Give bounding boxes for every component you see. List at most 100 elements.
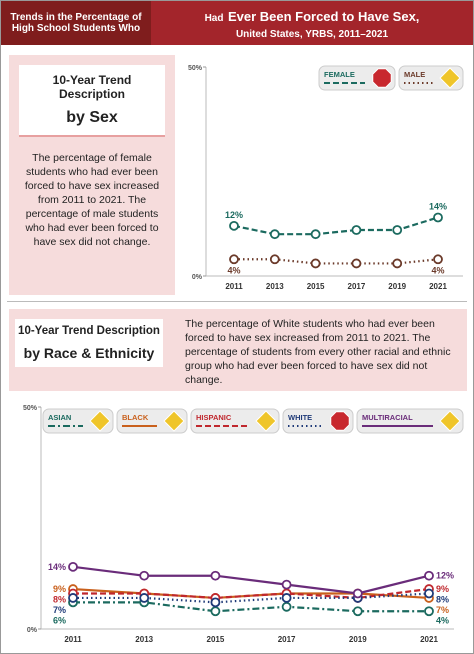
point [424, 606, 434, 617]
legend-item: MULTIRACIAL [356, 408, 464, 434]
value-label: 14% [429, 201, 447, 211]
legend-icon [255, 410, 277, 432]
x-tick-label: 2015 [207, 635, 225, 644]
legend-label: FEMALE [324, 70, 355, 79]
legend-icon [330, 411, 350, 431]
point [210, 606, 221, 617]
point [210, 570, 221, 581]
legend-icon [372, 68, 392, 88]
point [229, 254, 239, 265]
value-label: 4% [431, 265, 444, 275]
section-label: 10-Year Trend Description [52, 73, 132, 101]
value-label: 6% [53, 616, 66, 626]
point [392, 258, 403, 269]
legend-badge [190, 408, 280, 434]
value-label: 14% [48, 562, 66, 572]
point [269, 229, 280, 240]
legend-label: BLACK [122, 413, 149, 422]
divider [7, 301, 467, 302]
chart: 0% 50% 2011 2013 2015 2017 2019 2021 12% 14% 4% 4% M… [188, 65, 464, 291]
x-tick-label: 2013 [266, 282, 284, 291]
section-text: The percentage of White students who had… [185, 318, 451, 386]
legend-item: BLACK [116, 408, 188, 434]
section-panel: 10-Year Trend Description by Sex The per… [9, 55, 175, 295]
value-label: 8% [436, 595, 449, 605]
value-label: 8% [53, 595, 66, 605]
point [433, 212, 443, 223]
point [352, 588, 363, 599]
legend-item: WHITE [282, 408, 354, 434]
x-tick-label: 2015 [307, 282, 325, 291]
series-line [234, 258, 439, 265]
value-label: 4% [436, 616, 449, 626]
value-label: 4% [227, 265, 240, 275]
point [351, 258, 362, 269]
legend-item: ASIAN [42, 408, 114, 434]
legend-icon [89, 410, 111, 432]
x-tick-label: 2013 [135, 635, 153, 644]
point [229, 220, 239, 231]
legend-icon [163, 410, 185, 432]
point [352, 606, 363, 617]
value-label: 7% [436, 605, 449, 615]
legend-label: ASIAN [48, 413, 71, 422]
x-tick-label: 2021 [429, 282, 447, 291]
point [310, 258, 321, 269]
value-label: 9% [53, 584, 66, 594]
point [433, 254, 443, 265]
x-tick-label: 2017 [348, 282, 366, 291]
chart: 0%50%2011 2013 2015 2017 2019 202114%9%8%7%6%… [23, 405, 464, 644]
x-tick-label: 2019 [349, 635, 367, 644]
point [139, 593, 150, 603]
value-label: 12% [225, 210, 243, 220]
value-label: 12% [436, 571, 454, 581]
y-tick-label: 50% [23, 405, 38, 412]
x-tick-label: 2021 [420, 635, 438, 644]
x-tick-label: 2017 [278, 635, 296, 644]
x-tick-label: 2011 [64, 635, 82, 644]
header-sub: United States, YRBS, 2011–2021 [235, 29, 389, 40]
point [269, 254, 280, 265]
header-right: Had Ever Been Forced to Have Sex, United… [151, 1, 473, 45]
legend-label: WHITE [288, 413, 312, 422]
section-text: The percentage of female students who ha… [24, 152, 160, 248]
point [281, 579, 292, 590]
point [351, 225, 362, 235]
point [424, 570, 434, 581]
y-tick-label: 0% [27, 627, 38, 634]
header-left: Trends in the Percentage of High School … [1, 1, 151, 45]
series-line [73, 592, 430, 604]
series-line [72, 565, 430, 595]
point [392, 225, 403, 235]
point [281, 593, 292, 603]
x-tick-label: 2019 [388, 282, 406, 291]
section-label: 10-Year Trend Description [18, 325, 160, 337]
legend-label: MALE [404, 70, 425, 79]
point [68, 561, 78, 572]
section-by: by Sex [66, 109, 118, 126]
value-label: 7% [53, 605, 66, 615]
legend-item: HISPANIC [190, 408, 280, 434]
point [424, 588, 434, 599]
section-panel: 10-Year Trend Description by Race & Ethn… [9, 309, 467, 391]
legend-item: FEMALE [318, 65, 396, 91]
point [139, 570, 150, 581]
point [68, 593, 78, 603]
header-emph: Ever Been Forced to Have Sex, [227, 9, 420, 24]
legend-icon [439, 67, 461, 89]
y-tick-label: 50% [188, 65, 203, 72]
legend-label: HISPANIC [196, 413, 232, 422]
y-tick-label: 0% [192, 274, 203, 281]
point [310, 229, 321, 240]
legend-item: MALE [398, 65, 464, 91]
header-left-text: Trends in the Percentage of High School … [10, 12, 142, 34]
point [210, 597, 221, 608]
series-line [73, 601, 429, 613]
x-tick-label: 2011 [225, 282, 243, 291]
point [281, 601, 292, 612]
section-by: by Race & Ethnicity [23, 345, 155, 361]
header-lead: Had [204, 13, 224, 24]
series-line [233, 216, 439, 236]
value-label: 9% [436, 584, 449, 594]
